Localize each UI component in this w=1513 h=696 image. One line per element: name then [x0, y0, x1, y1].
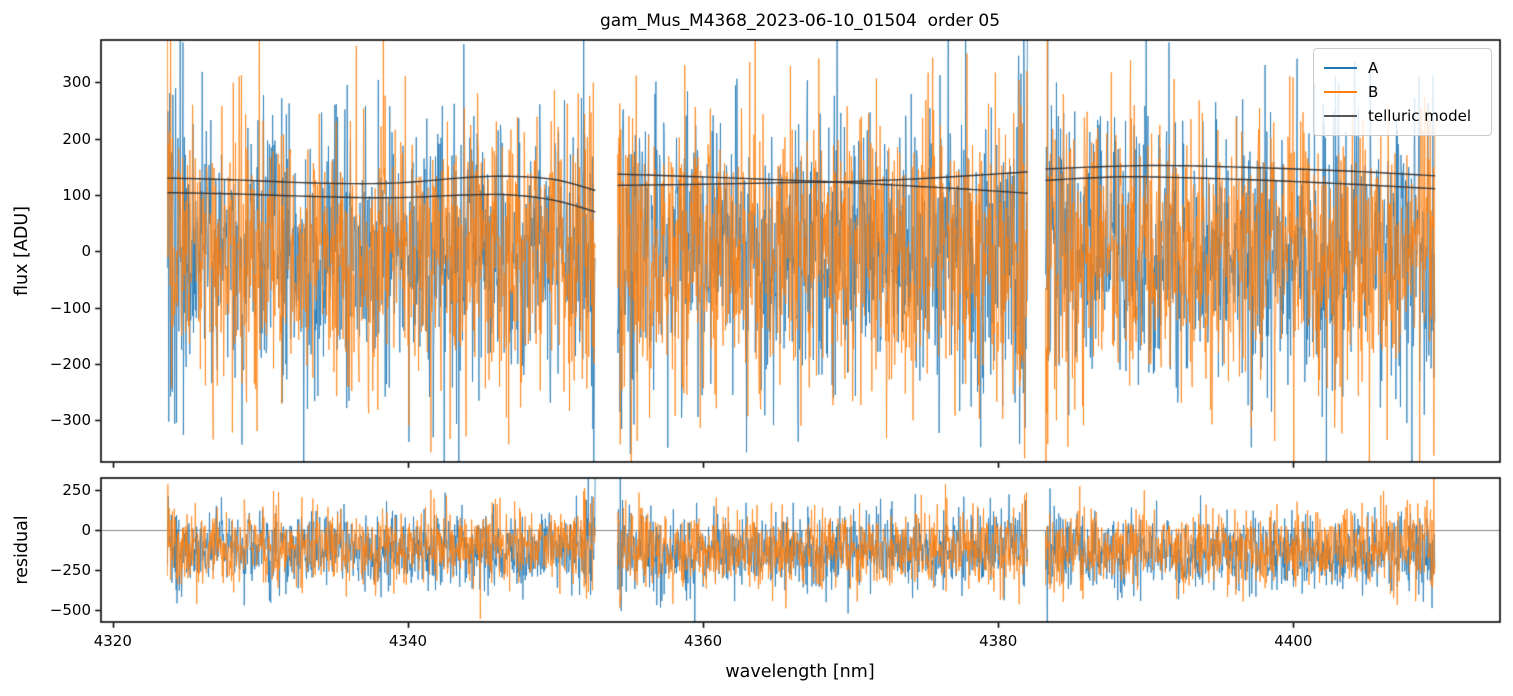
- flux-axis-label: flux [ADU]: [12, 206, 32, 296]
- flux-y-tick-label: 200: [62, 129, 91, 148]
- legend-line-a-icon: [1324, 67, 1357, 69]
- flux-y-tick-label: 0: [81, 242, 91, 261]
- legend-label-b: B: [1368, 83, 1379, 101]
- residual-axis-label: residual: [12, 515, 32, 585]
- residual-y-tick-label: 0: [81, 521, 91, 539]
- flux-y-tick-label: −200: [49, 354, 91, 373]
- x-tick-label: 4340: [388, 632, 428, 650]
- legend-line-b-icon: [1324, 91, 1357, 93]
- residual-y-tick-label: −500: [49, 601, 91, 619]
- wavelength-axis-label: wavelength [nm]: [725, 662, 875, 682]
- flux-y-tick-label: 300: [62, 73, 91, 92]
- legend-line-telluric-icon: [1324, 115, 1357, 117]
- legend: A B telluric model: [1313, 48, 1492, 136]
- x-tick-label: 4320: [93, 632, 132, 650]
- flux-y-tick-label: 100: [62, 185, 91, 204]
- flux-y-tick-label: −300: [49, 411, 91, 430]
- x-tick-label: 4360: [684, 632, 723, 650]
- residual-y-tick-label: −250: [49, 561, 91, 579]
- x-tick-label: 4400: [1274, 632, 1313, 650]
- residual-y-tick-label: 250: [62, 481, 91, 499]
- legend-entry-telluric: telluric model: [1324, 104, 1481, 128]
- x-tick-label: 4380: [979, 632, 1018, 650]
- chart-title: gam_Mus_M4368_2023-06-10_01504 order 05: [599, 11, 1001, 31]
- legend-label-telluric: telluric model: [1368, 107, 1472, 125]
- legend-label-a: A: [1368, 59, 1379, 77]
- legend-entry-b: B: [1324, 80, 1481, 104]
- legend-entry-a: A: [1324, 56, 1481, 80]
- flux-y-tick-label: −100: [49, 298, 91, 317]
